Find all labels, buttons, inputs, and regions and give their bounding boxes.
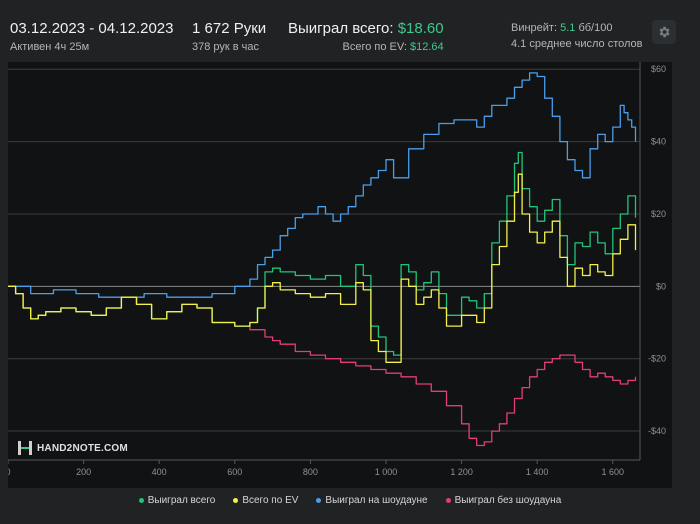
y-tick-label: -$20 bbox=[648, 354, 666, 364]
x-axis-ticks: 0 200 400 600 800 1 000 1 200 1 400 1 600 bbox=[5, 460, 625, 477]
winrate-unit: бб/100 bbox=[578, 22, 613, 34]
x-tick-label: 1 000 bbox=[375, 467, 398, 477]
x-tick-label: 1 200 bbox=[450, 467, 473, 477]
won-total-value: $18.60 bbox=[397, 20, 444, 37]
y-tick-label: $20 bbox=[651, 209, 666, 219]
x-tick-label: 0 bbox=[8, 467, 11, 477]
hands-count: 1 672 Руки bbox=[192, 20, 267, 37]
legend-dot bbox=[138, 497, 144, 503]
legend-label: Выиграл без шоудауна bbox=[454, 494, 562, 506]
gear-icon bbox=[659, 26, 670, 38]
legend-dot bbox=[316, 497, 322, 503]
y-tick-label: $60 bbox=[651, 64, 666, 74]
avg-tables: 4.1 среднее число столов bbox=[511, 38, 643, 50]
grid bbox=[8, 62, 641, 461]
series-line-ev-total bbox=[8, 173, 637, 363]
series-line-won-total bbox=[8, 151, 637, 356]
hands-block: 1 672 Руки 378 рук в час bbox=[192, 20, 266, 53]
winrate-label: Винрейт: bbox=[511, 22, 558, 34]
hand2note-logo-icon bbox=[18, 441, 32, 455]
y-axis-ticks: $60 $40 $20 $0 -$20 -$40 bbox=[648, 64, 666, 436]
ev-total-value: $12.64 bbox=[409, 41, 444, 53]
hands-per-hour: 378 рук в час bbox=[192, 41, 260, 53]
x-tick-label: 600 bbox=[227, 467, 242, 477]
date-range-block: 03.12.2023 - 04.12.2023 Активен 4ч 25м bbox=[10, 20, 173, 53]
profit-chart: $60 $40 $20 $0 -$20 -$40 0 200 400 600 800 1 000 1 … bbox=[5, 62, 666, 477]
x-tick-label: 200 bbox=[76, 467, 91, 477]
legend-dot bbox=[233, 497, 239, 503]
x-tick-label: 800 bbox=[303, 467, 318, 477]
series-group bbox=[8, 72, 637, 447]
legend-item-won-showdown[interactable]: Выиграл на шоудауне bbox=[316, 490, 428, 510]
legend-label: Выиграл всего bbox=[147, 494, 216, 506]
legend-item-ev-total[interactable]: Всего по EV bbox=[233, 490, 298, 510]
legend-label: Всего по EV bbox=[242, 494, 299, 506]
x-tick-label: 1 400 bbox=[526, 467, 549, 477]
active-time: Активен 4ч 25м bbox=[10, 41, 90, 53]
chart-area: $60 $40 $20 $0 -$20 -$40 0 200 400 600 800 1 000 1 … bbox=[5, 62, 672, 488]
x-tick-label: 400 bbox=[152, 467, 167, 477]
brand-name: HAND2NOTE.COM bbox=[37, 442, 128, 454]
series-line-won-showdown bbox=[8, 72, 637, 298]
series-line-won-non-showdown bbox=[8, 285, 637, 447]
legend-label: Выиграл на шоудауне bbox=[325, 494, 428, 506]
y-tick-label: $0 bbox=[656, 281, 666, 291]
winrate-block: Винрейт: 5.1 бб/100 4.1 среднее число ст… bbox=[511, 22, 643, 50]
legend-item-won-non-showdown[interactable]: Выиграл без шоудауна bbox=[445, 490, 562, 510]
x-tick-label: 1 600 bbox=[602, 467, 625, 477]
date-range: 03.12.2023 - 04.12.2023 bbox=[10, 20, 174, 37]
legend-item-won-total[interactable]: Выиграл всего bbox=[138, 490, 216, 510]
chart-legend: Выиграл всего Всего по EV Выиграл на шоу… bbox=[0, 490, 700, 510]
settings-button[interactable] bbox=[652, 20, 676, 44]
winnings-block: Выиграл всего: $18.60 Всего по EV: $12.6… bbox=[288, 20, 444, 53]
brand-logo: HAND2NOTE.COM bbox=[17, 440, 128, 456]
ev-total-label: Всего по EV: bbox=[342, 41, 407, 53]
legend-dot bbox=[445, 497, 451, 503]
won-total-label: Выиграл всего: bbox=[288, 20, 394, 37]
winrate-value: 5.1 bbox=[560, 22, 576, 34]
y-tick-label: $40 bbox=[651, 137, 666, 147]
y-tick-label: -$40 bbox=[648, 426, 666, 436]
